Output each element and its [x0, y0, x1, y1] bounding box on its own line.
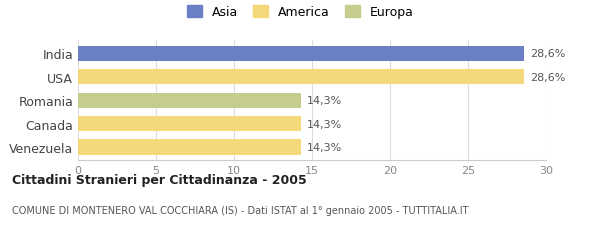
- Text: COMUNE DI MONTENERO VAL COCCHIARA (IS) - Dati ISTAT al 1° gennaio 2005 - TUTTITA: COMUNE DI MONTENERO VAL COCCHIARA (IS) -…: [12, 205, 469, 215]
- Bar: [78, 70, 524, 85]
- Text: Cittadini Stranieri per Cittadinanza - 2005: Cittadini Stranieri per Cittadinanza - 2…: [12, 173, 307, 186]
- Text: 14,3%: 14,3%: [307, 119, 343, 129]
- Text: 28,6%: 28,6%: [530, 49, 566, 59]
- Bar: [78, 140, 301, 155]
- Bar: [78, 93, 301, 108]
- Bar: [78, 47, 524, 62]
- Bar: [78, 117, 301, 132]
- Text: 28,6%: 28,6%: [530, 73, 566, 82]
- Text: 14,3%: 14,3%: [307, 142, 343, 152]
- Legend: Asia, America, Europa: Asia, America, Europa: [187, 6, 413, 19]
- Text: 14,3%: 14,3%: [307, 96, 343, 106]
